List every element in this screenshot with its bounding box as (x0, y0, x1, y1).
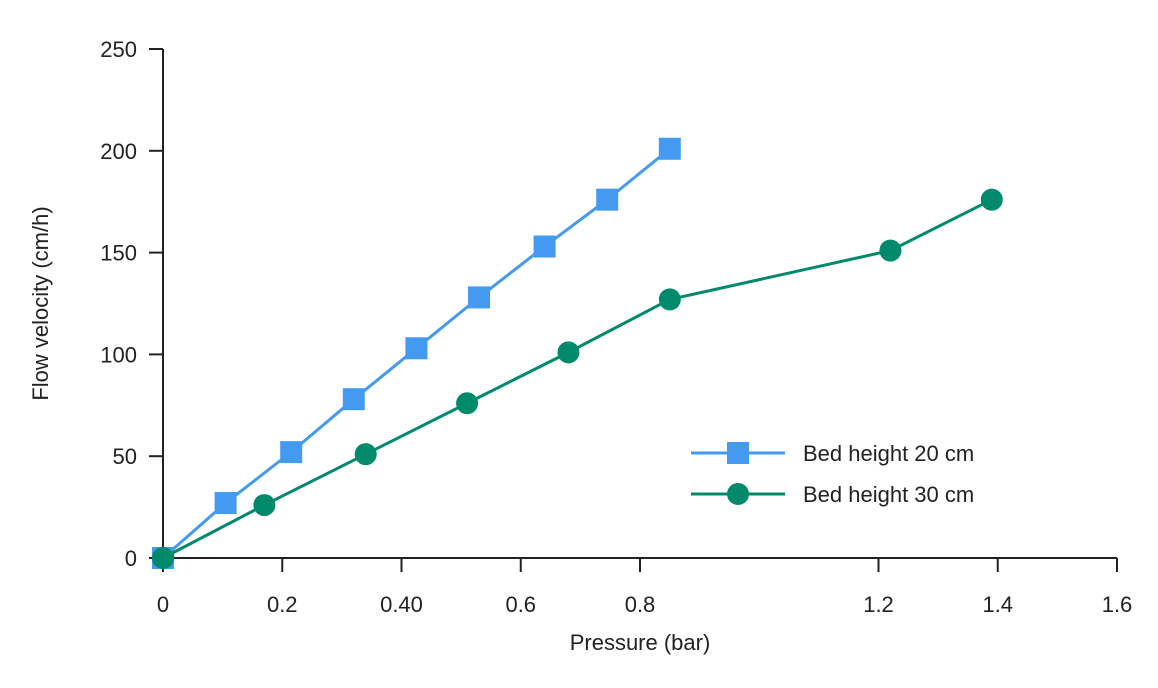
data-point (405, 337, 428, 360)
data-point (658, 137, 681, 160)
legend-marker (727, 483, 749, 505)
y-tick-label: 250 (100, 37, 137, 62)
x-tick-label: 1.6 (1102, 592, 1133, 617)
data-point (533, 235, 556, 258)
x-tick-label: 0 (157, 592, 169, 617)
y-ticks: 0 50 100 150 200 250 (100, 37, 163, 571)
legend: Bed height 20 cm Bed height 30 cm (691, 441, 974, 507)
data-point (468, 286, 491, 309)
y-tick-label: 0 (125, 546, 137, 571)
x-tick-label: 0.6 (505, 592, 536, 617)
x-tick-label: 0.2 (267, 592, 298, 617)
x-tick-label: 0.8 (625, 592, 656, 617)
legend-item: Bed height 30 cm (691, 482, 974, 507)
legend-marker (727, 442, 749, 464)
data-point (879, 239, 902, 262)
x-axis-title: Pressure (bar) (570, 630, 711, 655)
x-tick-label: 0.40 (380, 592, 423, 617)
legend-label: Bed height 30 cm (803, 482, 974, 507)
series-2 (152, 188, 1003, 569)
data-point (557, 341, 580, 364)
data-point (253, 494, 276, 517)
data-point (214, 492, 237, 515)
data-point (456, 392, 479, 415)
x-tick-label: 1.4 (982, 592, 1013, 617)
y-tick-label: 50 (113, 444, 137, 469)
series-layer (152, 137, 1003, 569)
y-axis-title: Flow velocity (cm/h) (28, 206, 53, 400)
y-tick-label: 200 (100, 139, 137, 164)
y-tick-label: 100 (100, 342, 137, 367)
data-point (342, 388, 365, 411)
legend-label: Bed height 20 cm (803, 441, 974, 466)
y-tick-label: 150 (100, 241, 137, 266)
data-point (596, 188, 619, 211)
x-ticks: 0 0.2 0.40 0.6 0.8 1.2 1.4 1.6 (157, 558, 1132, 617)
series-line (162, 198, 993, 560)
x-tick-label: 1.2 (863, 592, 894, 617)
data-point (658, 288, 681, 311)
legend-item: Bed height 20 cm (691, 441, 974, 466)
data-point (280, 441, 303, 464)
series-1 (152, 137, 681, 569)
data-point (980, 188, 1003, 211)
data-point (354, 443, 377, 466)
data-point (152, 547, 174, 569)
